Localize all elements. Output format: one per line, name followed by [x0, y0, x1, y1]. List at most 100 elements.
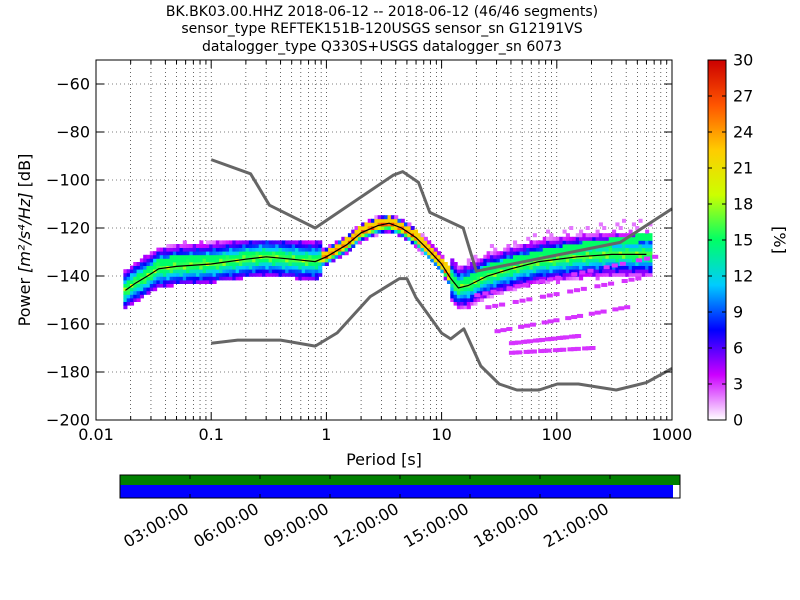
histogram-cell	[298, 272, 303, 277]
histogram-cell	[374, 215, 379, 220]
histogram-cell	[209, 247, 214, 252]
histogram-cell	[196, 258, 201, 263]
histogram-cell	[318, 251, 323, 256]
histogram-cell	[625, 244, 630, 248]
histogram-cell	[133, 298, 138, 302]
histogram-cell	[298, 262, 303, 266]
histogram-cell	[225, 269, 230, 274]
histogram-cell	[645, 240, 650, 245]
histogram-cell	[199, 254, 204, 259]
time-tick-label: 15:00:00	[400, 499, 472, 551]
histogram-cell	[166, 247, 171, 252]
histogram-cell	[149, 272, 154, 277]
histogram-cell	[555, 269, 561, 274]
histogram-cell	[318, 262, 323, 266]
histogram-cell	[506, 251, 511, 256]
histogram-cell	[513, 251, 518, 256]
histogram-cell	[153, 254, 158, 259]
x-tick-label: 0.1	[198, 425, 223, 444]
histogram-cell	[202, 265, 207, 270]
y-axis-label-prefix: Power	[15, 273, 34, 326]
histogram-cell	[129, 265, 135, 270]
histogram-cell	[288, 265, 293, 270]
histogram-cell	[529, 244, 534, 248]
histogram-cell	[215, 251, 220, 256]
histogram-cell	[549, 233, 554, 238]
histogram-cell	[456, 301, 461, 306]
histogram-cell	[347, 233, 352, 238]
histogram-cell	[559, 240, 564, 245]
histogram-cell	[169, 272, 174, 277]
histogram-cell	[539, 244, 544, 248]
histogram-cell	[328, 247, 333, 252]
y-axis-ticks: −60−80−100−120−140−160−180−200	[46, 75, 672, 430]
histogram-cell	[139, 265, 144, 270]
histogram-cell	[298, 254, 303, 259]
histogram-cell	[598, 269, 603, 274]
histogram-cell	[219, 251, 224, 256]
histogram-cell	[483, 272, 488, 277]
histogram-cell	[615, 244, 620, 248]
histogram-cell	[172, 247, 177, 252]
histogram-cell	[390, 226, 395, 230]
histogram-cell	[466, 262, 471, 266]
histogram-cell	[483, 276, 488, 281]
histogram-cell	[463, 280, 468, 284]
histogram-cell	[196, 254, 201, 259]
histogram-cell	[582, 233, 587, 238]
histogram-cell	[153, 251, 158, 256]
histogram-cell	[212, 258, 217, 263]
histogram-cell	[509, 272, 514, 277]
histogram-cell	[645, 251, 650, 256]
histogram-cell	[377, 215, 382, 220]
histogram-cell	[255, 240, 260, 245]
outlier-cell	[571, 347, 578, 352]
histogram-cell	[479, 290, 485, 295]
histogram-cell	[476, 276, 481, 281]
histogram-cell	[301, 244, 306, 248]
histogram-cell	[562, 236, 567, 241]
title-line-1: BK.BK03.00.HHZ 2018-06-12 -- 2018-06-12 …	[166, 4, 598, 20]
histogram-cell	[506, 254, 511, 259]
histogram-cell	[443, 276, 448, 281]
histogram-cell	[232, 276, 237, 281]
outlier-cell	[529, 322, 536, 327]
histogram-cell	[562, 240, 567, 245]
histogram-cell	[143, 290, 148, 295]
histogram-cell	[153, 280, 158, 284]
histogram-cell	[631, 258, 636, 263]
histogram-cell	[275, 269, 280, 274]
histogram-cell	[338, 240, 343, 245]
histogram-cell	[598, 251, 603, 256]
histogram-cell	[618, 226, 623, 230]
histogram-cell	[615, 222, 620, 227]
histogram-cell	[579, 272, 584, 277]
histogram-cell	[258, 258, 263, 263]
histogram-cell	[483, 283, 488, 288]
histogram-cell	[473, 298, 478, 302]
histogram-cell	[219, 272, 224, 277]
outlier-cell	[576, 313, 584, 318]
histogram-cell	[645, 265, 650, 270]
histogram-cell	[546, 240, 551, 245]
histogram-cell	[536, 272, 541, 277]
colorbar-tick-label: 30	[733, 51, 753, 70]
histogram-cell	[628, 240, 633, 245]
histogram-cell	[466, 298, 471, 302]
histogram-cell	[519, 247, 524, 252]
histogram-cell	[407, 233, 412, 238]
histogram-cell	[238, 254, 244, 259]
histogram-cell	[499, 290, 504, 295]
histogram-cell	[222, 276, 227, 281]
histogram-cell	[479, 298, 485, 302]
title-line-2: sensor_type REFTEK151B-120USGS sensor_sn…	[181, 21, 582, 37]
histogram-cell	[552, 247, 557, 252]
histogram-cell	[314, 247, 319, 252]
outlier-cell	[587, 268, 594, 273]
histogram-cell	[582, 240, 587, 245]
histogram-cell	[641, 233, 646, 238]
histogram-cell	[265, 269, 270, 274]
histogram-cell	[453, 283, 458, 288]
histogram-cell	[453, 294, 458, 299]
histogram-cell	[153, 283, 158, 288]
